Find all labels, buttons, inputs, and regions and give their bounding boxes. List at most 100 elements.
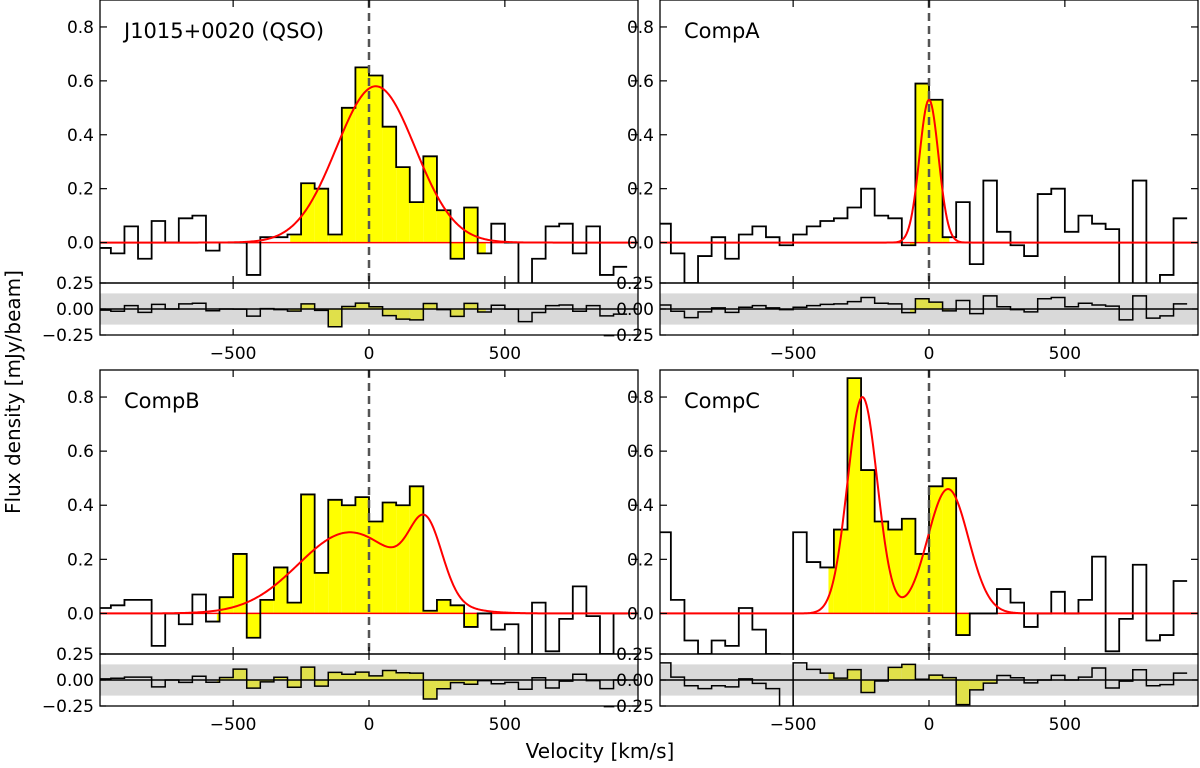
resid-y-tick-label: 0.00 bbox=[616, 300, 654, 320]
residual-fill-bar bbox=[287, 680, 302, 688]
spectrum-step bbox=[100, 485, 628, 654]
residual-step bbox=[100, 666, 628, 700]
line-fill-bar bbox=[450, 605, 465, 614]
residual-fill-bar bbox=[260, 680, 274, 682]
residual-fill-bar bbox=[888, 667, 902, 680]
residual-plot bbox=[660, 293, 1198, 325]
residual-fill-bar bbox=[301, 667, 315, 680]
line-fill-bar bbox=[314, 188, 329, 243]
line-fill-bar bbox=[328, 234, 342, 243]
residual-fill-bar bbox=[915, 298, 929, 309]
residual-fill-bar bbox=[369, 675, 383, 680]
residual-fill-bar bbox=[847, 669, 862, 680]
line-fill-bar bbox=[464, 207, 478, 243]
residual-step bbox=[660, 295, 1188, 321]
y-tick-label: 0.8 bbox=[627, 18, 654, 38]
spectrum-panel: 0.0 0.2 0.4 0.6 0.8 −0.25 0.00 0.25 −500 0 500 Comp… bbox=[602, 0, 1199, 364]
line-fill-bar bbox=[341, 107, 356, 243]
line-fill-bar bbox=[956, 613, 970, 636]
line-fill-bar bbox=[341, 505, 356, 614]
line-fill-bar bbox=[396, 505, 410, 614]
line-fill-bar bbox=[369, 75, 383, 243]
residual-fill-bar bbox=[942, 309, 950, 311]
residual-fill-bar bbox=[341, 674, 356, 680]
residual-fill-bar bbox=[328, 672, 342, 680]
line-fill-bar bbox=[287, 602, 302, 614]
residual-fill-bar bbox=[328, 309, 342, 327]
y-axis-label: Flux density [mJy/beam] bbox=[1, 270, 25, 514]
x-tick-label: −500 bbox=[770, 344, 817, 364]
resid-y-tick-label: 0.25 bbox=[616, 274, 654, 294]
resid-y-tick-label: −0.25 bbox=[42, 326, 94, 346]
residual-fill-bar bbox=[929, 302, 943, 309]
y-tick-label: 0.8 bbox=[67, 388, 94, 408]
residual-fill-bar bbox=[909, 309, 916, 313]
line-fill-bar bbox=[888, 529, 902, 614]
line-fill-bar bbox=[355, 67, 369, 243]
residual-fill-bar bbox=[450, 309, 465, 317]
residual-fill-bar bbox=[423, 680, 437, 699]
line-fill-bar bbox=[423, 156, 437, 243]
panel-title: CompC bbox=[684, 389, 760, 413]
residual-fill-bar bbox=[969, 680, 984, 690]
x-tick-label: 0 bbox=[924, 715, 935, 735]
y-tick-label: 0.6 bbox=[627, 442, 654, 462]
resid-y-tick-label: 0.25 bbox=[56, 274, 94, 294]
spectrum-step bbox=[660, 82, 1188, 283]
residual-fill-bar bbox=[396, 672, 410, 680]
line-fill-bar bbox=[355, 497, 369, 614]
line-fill-bar bbox=[382, 502, 397, 614]
y-tick-label: 0.2 bbox=[627, 180, 654, 200]
x-tick-label: −500 bbox=[210, 344, 257, 364]
resid-y-tick-label: −0.25 bbox=[602, 326, 654, 346]
y-tick-label: 0.2 bbox=[627, 550, 654, 570]
residual-fill-bar bbox=[956, 680, 970, 705]
line-fill-bar bbox=[219, 597, 234, 614]
panel-title: CompA bbox=[684, 19, 760, 43]
x-tick-label: 0 bbox=[364, 715, 375, 735]
y-tick-label: 0.0 bbox=[627, 234, 654, 254]
y-tick-label: 0.4 bbox=[67, 126, 94, 146]
spectrum-panel: 0.0 0.2 0.4 0.6 0.8 −0.25 0.00 0.25 −500 0 500 Comp… bbox=[602, 369, 1199, 735]
line-fill-bar bbox=[290, 234, 302, 243]
y-tick-label: 0.8 bbox=[67, 18, 94, 38]
residual-fill-bar bbox=[314, 680, 329, 687]
resid-y-tick-label: 0.00 bbox=[56, 671, 94, 691]
line-fill-bar bbox=[901, 518, 916, 614]
y-tick-label: 0.2 bbox=[67, 180, 94, 200]
residual-fill-bar bbox=[219, 677, 234, 680]
line-fill-bar bbox=[874, 521, 889, 614]
residual-fill-bar bbox=[301, 303, 315, 309]
residual-fill-bar bbox=[423, 303, 437, 309]
main-plot bbox=[100, 0, 638, 283]
resid-y-tick-label: 0.00 bbox=[616, 671, 654, 691]
residual-step bbox=[100, 302, 628, 328]
gaussian-fit bbox=[100, 513, 638, 615]
line-fill-bar bbox=[450, 242, 465, 259]
line-fill-bar bbox=[942, 478, 957, 614]
x-tick-label: 0 bbox=[364, 344, 375, 364]
spectrum-panel: 0.0 0.2 0.4 0.6 0.8 −0.25 0.00 0.25 −500 0 500 J101… bbox=[42, 0, 639, 364]
residual-fill-bar bbox=[369, 306, 383, 309]
panel-title: CompB bbox=[124, 389, 200, 413]
residual-fill-bar bbox=[450, 680, 465, 683]
gaussian-fit bbox=[100, 85, 638, 244]
x-tick-label: 0 bbox=[924, 344, 935, 364]
line-fill-bar bbox=[273, 567, 288, 614]
residual-fill-bar bbox=[942, 677, 957, 680]
residual-plot bbox=[100, 664, 638, 700]
resid-y-tick-label: −0.25 bbox=[42, 697, 94, 717]
residual-fill-bar bbox=[464, 680, 478, 685]
panel-title: J1015+0020 (QSO) bbox=[122, 19, 324, 43]
y-tick-label: 0.4 bbox=[627, 496, 654, 516]
residual-fill-bar bbox=[355, 672, 369, 680]
y-tick-label: 0.2 bbox=[67, 550, 94, 570]
line-fill-bar bbox=[436, 210, 451, 243]
residual-fill-bar bbox=[396, 309, 410, 320]
x-tick-label: 500 bbox=[489, 715, 521, 735]
residual-fill-bar bbox=[409, 673, 424, 680]
y-tick-label: 0.4 bbox=[627, 126, 654, 146]
line-fill-bar bbox=[328, 499, 342, 614]
resid-y-tick-label: 0.00 bbox=[56, 300, 94, 320]
